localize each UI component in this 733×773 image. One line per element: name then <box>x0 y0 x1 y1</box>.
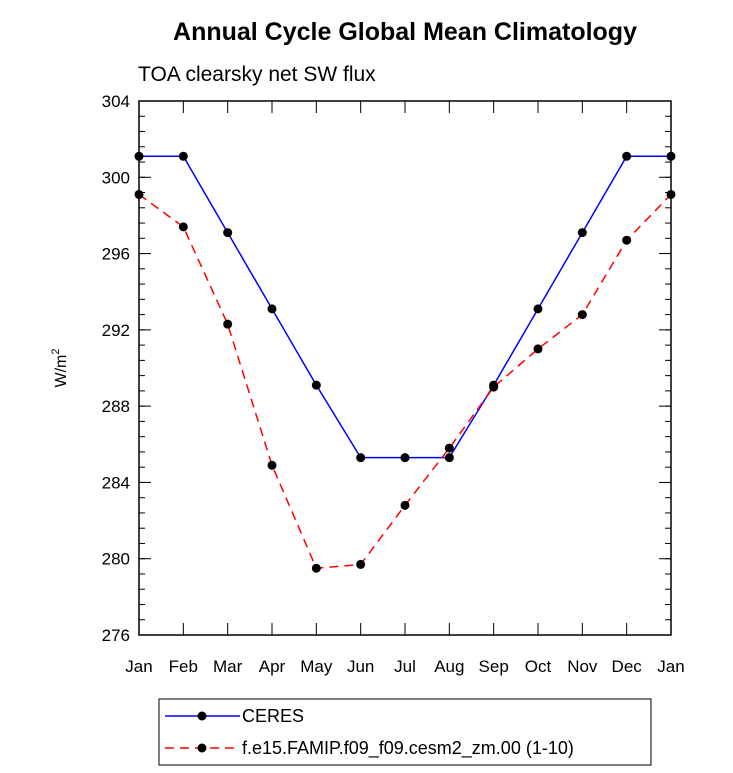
y-tick-label: 300 <box>102 168 130 187</box>
data-point <box>178 151 188 161</box>
data-point <box>223 228 233 238</box>
x-tick-label: Jan <box>125 657 152 676</box>
x-tick-label: Jan <box>657 657 684 676</box>
data-point <box>356 559 366 569</box>
y-tick-labels: 276 280 284 288 292 296 300 304 <box>102 92 130 645</box>
legend-entry-2: f.e15.FAMIP.f09_f09.cesm2_zm.00 (1-10) <box>165 738 574 759</box>
x-tick-label: Jun <box>347 657 374 676</box>
data-point <box>178 222 188 232</box>
x-tick-label: Nov <box>567 657 598 676</box>
legend-marker <box>197 743 207 753</box>
data-point <box>400 453 410 463</box>
data-point <box>444 443 454 453</box>
y-tick-label: 304 <box>102 92 130 111</box>
data-point <box>577 228 587 238</box>
y-tick-label: 280 <box>102 550 130 569</box>
data-point <box>267 304 277 314</box>
data-point <box>311 380 321 390</box>
chart-title: Annual Cycle Global Mean Climatology <box>173 18 637 46</box>
data-point <box>356 453 366 463</box>
legend-entry-1: CERES <box>165 706 304 726</box>
plot-frame <box>138 100 672 636</box>
x-tick-label: Jul <box>394 657 416 676</box>
data-point <box>267 460 277 470</box>
x-tick-label: Feb <box>169 657 198 676</box>
chart-subtitle: TOA clearsky net SW flux <box>138 63 376 86</box>
data-point <box>400 500 410 510</box>
x-tick-label: Aug <box>434 657 464 676</box>
data-point <box>622 151 632 161</box>
legend: CERES f.e15.FAMIP.f09_f09.cesm2_zm.00 (1-… <box>158 698 652 766</box>
x-tick-label: Mar <box>213 657 243 676</box>
y-axis-label-base: W/m <box>53 355 70 388</box>
x-tick-label: Dec <box>612 657 643 676</box>
data-point <box>223 319 233 329</box>
x-tick-label: May <box>300 657 333 676</box>
x-tick-label: Sep <box>479 657 509 676</box>
legend-label: CERES <box>242 706 304 726</box>
y-tick-label: 288 <box>102 397 130 416</box>
data-point <box>577 310 587 320</box>
legend-box <box>158 698 652 766</box>
data-point <box>533 344 543 354</box>
x-tick-labels: Jan Feb Mar Apr May Jun Jul Aug Sep Oct Nov Dec Jan <box>125 657 684 676</box>
series-line <box>139 155 671 459</box>
y-tick-label: 296 <box>102 245 130 264</box>
x-tick-label: Oct <box>525 657 552 676</box>
series-line <box>138 193 672 570</box>
series-2 <box>134 189 676 573</box>
legend-marker <box>197 711 207 721</box>
data-point <box>622 235 632 245</box>
data-point <box>489 382 499 392</box>
data-point <box>533 304 543 314</box>
y-tick-label: 292 <box>102 321 130 340</box>
series-1 <box>134 151 676 463</box>
y-tick-label: 284 <box>102 473 130 492</box>
y-axis-label-superscript: 2 <box>50 349 62 355</box>
data-point <box>444 453 454 463</box>
legend-label: f.e15.FAMIP.f09_f09.cesm2_zm.00 (1-10) <box>242 738 574 759</box>
data-series <box>134 151 676 573</box>
data-point <box>311 563 321 573</box>
y-axis-label: W/m2 <box>50 349 70 388</box>
axis-ticks <box>138 100 672 636</box>
x-tick-label: Apr <box>259 657 286 676</box>
y-tick-label: 276 <box>102 626 130 645</box>
